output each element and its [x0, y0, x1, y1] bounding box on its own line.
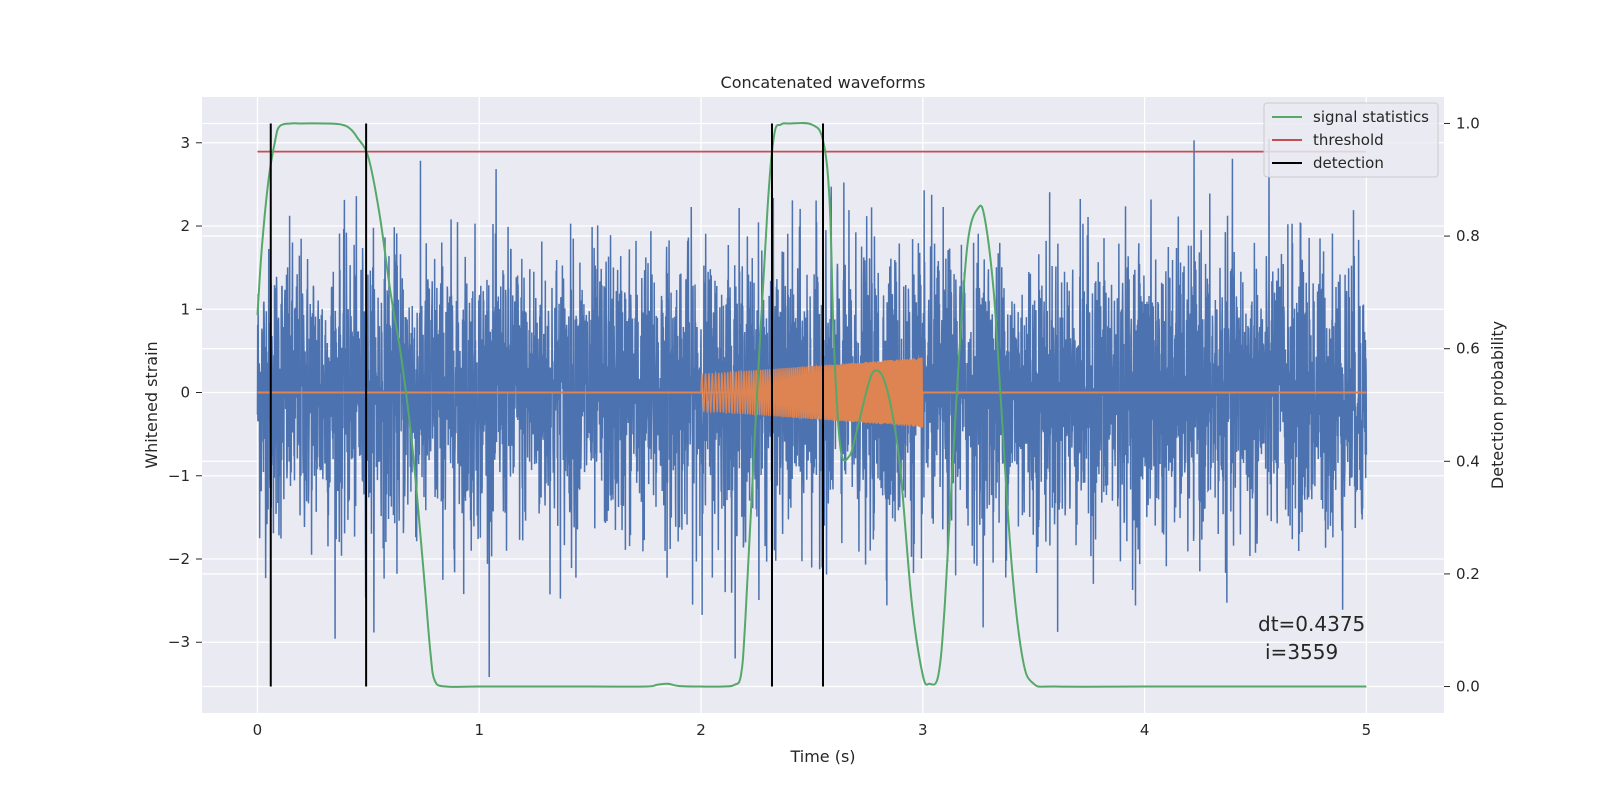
y-tick-label: −2 — [168, 550, 190, 568]
y2-tick-label: 0.2 — [1456, 565, 1480, 583]
legend-label-signal-statistics: signal statistics — [1313, 108, 1429, 126]
y2-tick-label: 0.4 — [1456, 452, 1480, 470]
series-layer — [256, 121, 1368, 688]
y-tick-label: −3 — [168, 633, 190, 651]
x-axis-title: Time (s) — [789, 747, 855, 766]
annotation-dt: dt=0.4375 — [1258, 612, 1365, 636]
y2-tick-label: 1.0 — [1456, 114, 1480, 132]
y-axis-title: Whitened strain — [142, 341, 161, 468]
y-tick-label: −1 — [168, 467, 190, 485]
y-tick-label: 1 — [180, 300, 190, 318]
injected-signal-series — [700, 357, 924, 428]
legend-label-threshold: threshold — [1313, 131, 1384, 149]
annotation-index: i=3559 — [1265, 640, 1338, 664]
legend-box — [1263, 102, 1439, 178]
x-tick-label: 0 — [253, 721, 263, 739]
y2-tick-label: 0.0 — [1456, 678, 1480, 696]
x-tick-label: 2 — [696, 721, 706, 739]
y-tick-label: 0 — [180, 384, 190, 402]
legend: signal statistics threshold detection — [1263, 102, 1439, 178]
y2-tick-labels: 0.0 0.2 0.4 0.6 0.8 1.0 — [1444, 114, 1480, 696]
x-tick-label: 1 — [474, 721, 484, 739]
signal-statistics-series — [256, 121, 1367, 688]
x-tick-labels: 0 1 2 3 4 5 — [253, 721, 1371, 739]
x-tick-label: 3 — [918, 721, 928, 739]
y-tick-label: 2 — [180, 217, 190, 235]
legend-label-detection: detection — [1313, 154, 1384, 172]
y2-tick-label: 0.6 — [1456, 340, 1480, 358]
y2-tick-label: 0.8 — [1456, 227, 1480, 245]
y-tick-label: 3 — [180, 134, 190, 152]
y2-axis-title: Detection probability — [1488, 321, 1507, 489]
chart-title: Concatenated waveforms — [721, 73, 926, 92]
y-tick-labels: −3 −2 −1 0 1 2 3 — [168, 134, 202, 651]
x-tick-label: 4 — [1140, 721, 1150, 739]
x-tick-label: 5 — [1362, 721, 1372, 739]
detection-lines — [269, 123, 824, 687]
